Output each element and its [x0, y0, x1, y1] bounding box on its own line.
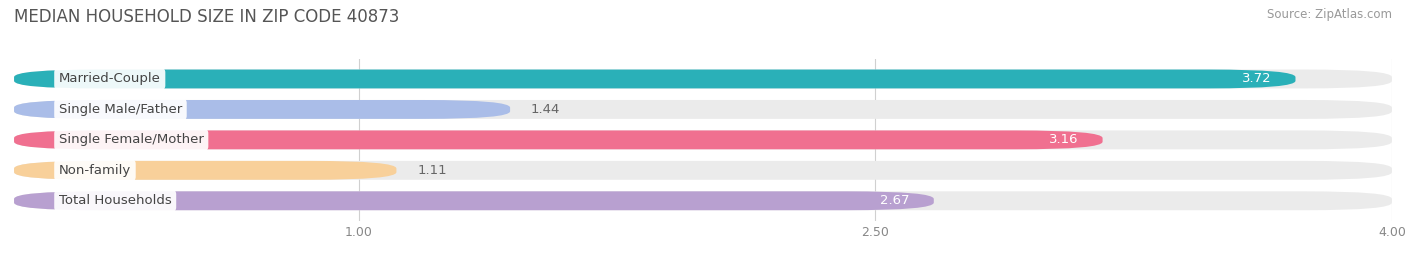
- FancyBboxPatch shape: [14, 161, 396, 180]
- Text: Single Male/Father: Single Male/Father: [59, 103, 183, 116]
- FancyBboxPatch shape: [14, 69, 1392, 89]
- Text: 1.11: 1.11: [418, 164, 447, 177]
- Text: Single Female/Mother: Single Female/Mother: [59, 133, 204, 146]
- FancyBboxPatch shape: [14, 191, 1392, 210]
- FancyBboxPatch shape: [14, 100, 1392, 119]
- FancyBboxPatch shape: [14, 161, 1392, 180]
- Text: 1.44: 1.44: [531, 103, 560, 116]
- Text: Non-family: Non-family: [59, 164, 131, 177]
- FancyBboxPatch shape: [14, 100, 510, 119]
- Text: MEDIAN HOUSEHOLD SIZE IN ZIP CODE 40873: MEDIAN HOUSEHOLD SIZE IN ZIP CODE 40873: [14, 8, 399, 26]
- Text: 3.16: 3.16: [1049, 133, 1078, 146]
- Text: Married-Couple: Married-Couple: [59, 72, 160, 86]
- Text: Source: ZipAtlas.com: Source: ZipAtlas.com: [1267, 8, 1392, 21]
- Text: 3.72: 3.72: [1241, 72, 1271, 86]
- FancyBboxPatch shape: [14, 69, 1295, 89]
- FancyBboxPatch shape: [14, 191, 934, 210]
- Text: 2.67: 2.67: [880, 194, 910, 207]
- Text: Total Households: Total Households: [59, 194, 172, 207]
- FancyBboxPatch shape: [14, 130, 1392, 149]
- FancyBboxPatch shape: [14, 130, 1102, 149]
